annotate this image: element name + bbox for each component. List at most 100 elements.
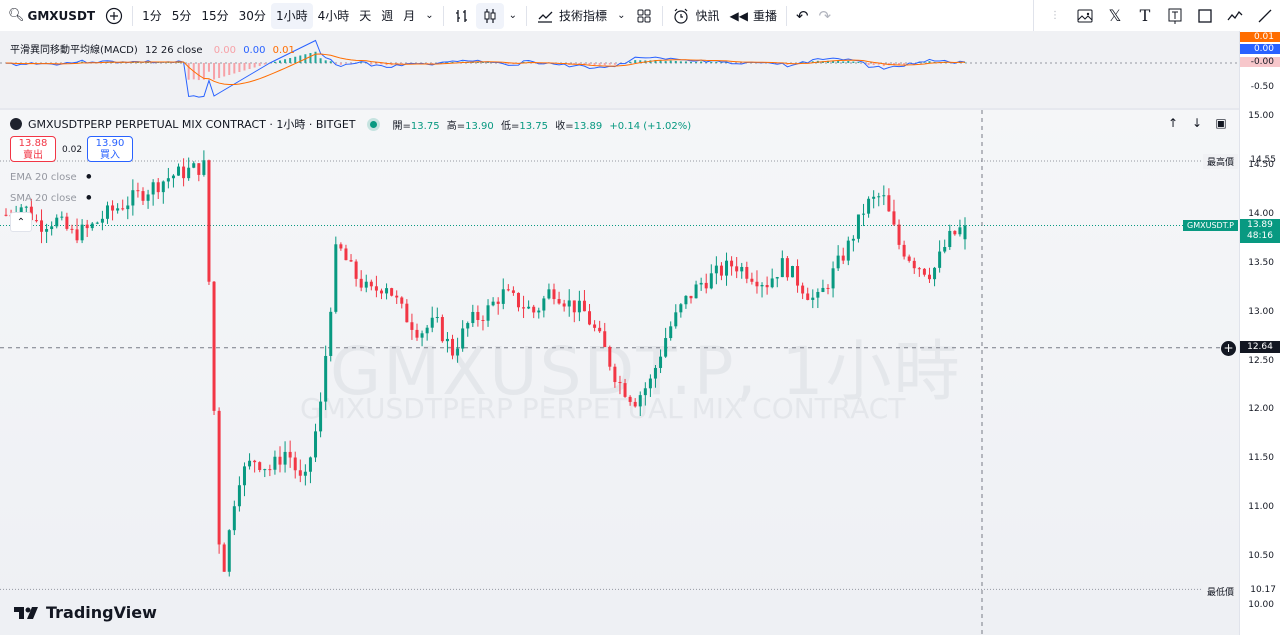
macd-histogram-bar	[329, 61, 332, 63]
candle-body	[598, 327, 602, 332]
macd-histogram-bar	[253, 63, 256, 68]
macd-histogram-bar	[279, 60, 281, 63]
arrow-down-icon[interactable]: ↓	[1191, 116, 1203, 130]
macd-histogram-bar	[776, 63, 779, 64]
macd-histogram-bar	[832, 60, 835, 63]
price-axis[interactable]: 0.01 0.00 -0.00 -0.50	[1239, 31, 1280, 635]
replay-button[interactable]: ◀◀ 重播	[724, 3, 781, 29]
rectangle-tool-button[interactable]	[1192, 3, 1218, 29]
redo-button[interactable]: ↷	[814, 3, 837, 29]
candle-body	[689, 295, 693, 299]
price-axis-tick: 15.00	[1248, 111, 1274, 121]
macd-histogram-bar	[669, 60, 672, 63]
macd-histogram-bar	[603, 63, 606, 66]
interval-dropdown[interactable]: ⌄	[420, 3, 438, 29]
interval-1d[interactable]: 天	[359, 9, 372, 23]
maximize-icon[interactable]: ▣	[1215, 116, 1227, 130]
macd-histogram-bar	[187, 63, 190, 80]
interval-1w[interactable]: 週	[381, 9, 394, 23]
hidden-eye-icon[interactable]: ⚫︎	[84, 172, 94, 183]
symbol-search-button[interactable]: 🔍︎ GMXUSDT	[0, 3, 100, 29]
chart-type-dropdown[interactable]: ⌄	[504, 3, 522, 29]
candle-body	[4, 214, 8, 216]
text-tool-button[interactable]: T	[1132, 3, 1158, 29]
hidden-eye-icon[interactable]: ⚫︎	[84, 193, 94, 204]
interval-1m[interactable]: 1分	[142, 9, 162, 23]
macd-histogram-bar	[882, 63, 885, 67]
candle-body	[653, 367, 657, 379]
candle-body	[161, 181, 165, 193]
interval-15m[interactable]: 15分	[201, 9, 229, 23]
interval-4h[interactable]: 4小時	[317, 9, 350, 23]
macd-value-macd: 0.00	[243, 45, 266, 56]
macd-histogram-bar	[573, 63, 576, 65]
macd-axis-tick: 0.01	[1240, 32, 1280, 42]
tradingview-logo[interactable]: TradingView	[14, 603, 157, 622]
trend-line-icon	[1258, 9, 1272, 22]
indicators-button[interactable]: 技術指標	[531, 3, 612, 29]
macd-histogram-bar	[593, 63, 596, 66]
candle-body	[714, 265, 718, 274]
candle-body	[19, 207, 23, 217]
chevron-down-icon: ⌄	[617, 10, 626, 21]
candle-body	[851, 238, 855, 241]
candlestick-plot	[0, 110, 1240, 635]
candle-body	[841, 255, 845, 261]
candle-body	[577, 300, 581, 313]
drag-dots-icon: ⋮	[1050, 10, 1060, 21]
compare-button[interactable]	[100, 3, 128, 29]
macd-histogram-bar	[344, 63, 347, 64]
candle-body	[527, 306, 531, 309]
rectangle-icon	[1198, 8, 1212, 23]
candle-body	[95, 222, 99, 224]
arrow-up-icon[interactable]: ↑	[1167, 116, 1179, 130]
path-tool-button[interactable]	[1222, 3, 1248, 29]
drag-handle[interactable]: ⋮	[1042, 3, 1068, 29]
sell-button[interactable]: 13.88 賣出	[10, 136, 56, 162]
interval-30m[interactable]: 30分	[238, 9, 266, 23]
main-price-pane[interactable]: GMXUSDT.P, 1小時 GMXUSDTPERP PERPETUAL MIX…	[0, 110, 1240, 635]
candle-body	[293, 457, 297, 471]
trend-line-button[interactable]	[1252, 3, 1278, 29]
candle-body	[60, 216, 64, 218]
candle-body	[273, 456, 277, 470]
bar-style-button[interactable]	[448, 3, 476, 29]
interval-5m[interactable]: 5分	[171, 9, 192, 23]
text-icon: T	[1139, 6, 1151, 25]
undo-button[interactable]: ↶	[791, 3, 814, 29]
buy-button[interactable]: 13.90 買入	[87, 136, 133, 162]
layout-button[interactable]	[630, 3, 658, 29]
macd-pane[interactable]	[0, 31, 1240, 108]
pane-divider[interactable]	[0, 108, 1280, 110]
candle-body	[156, 182, 160, 193]
share-x-button[interactable]: 𝕏	[1102, 3, 1128, 29]
macd-histogram-bar	[339, 63, 342, 65]
toolbar-divider	[526, 5, 528, 26]
interval-1mo[interactable]: 月	[403, 9, 416, 23]
candle-body	[740, 266, 744, 272]
macd-histogram-bar	[964, 62, 966, 63]
candle-body	[217, 410, 221, 545]
candle-body	[735, 266, 739, 272]
image-button[interactable]	[1072, 3, 1098, 29]
ema-legend[interactable]: EMA 20 close ⚫︎	[10, 172, 93, 183]
candle-body	[882, 195, 886, 197]
macd-histogram-bar	[903, 63, 906, 65]
candle-body	[400, 297, 404, 304]
macd-histogram-bar	[223, 63, 226, 77]
sma-legend[interactable]: SMA 20 close ⚫︎	[10, 193, 93, 204]
chevron-up-icon: ⌃	[16, 216, 26, 228]
buy-price: 13.90	[95, 138, 125, 149]
interval-1h[interactable]: 1小時	[270, 2, 313, 29]
sma-label: SMA 20 close	[10, 193, 77, 204]
macd-histogram-bar	[639, 60, 642, 63]
anchored-text-button[interactable]	[1162, 3, 1188, 29]
collapse-legend-button[interactable]: ⌃	[10, 212, 32, 232]
price-axis-tick: 14.00	[1248, 208, 1274, 219]
ohlc-low: 13.75	[519, 120, 548, 132]
alert-button[interactable]: 快訊	[667, 3, 724, 29]
crosshair-add-button[interactable]: +	[1221, 341, 1236, 356]
candle-body	[643, 388, 647, 396]
candles-style-button[interactable]	[475, 2, 504, 29]
indicators-dropdown[interactable]: ⌄	[612, 3, 630, 29]
